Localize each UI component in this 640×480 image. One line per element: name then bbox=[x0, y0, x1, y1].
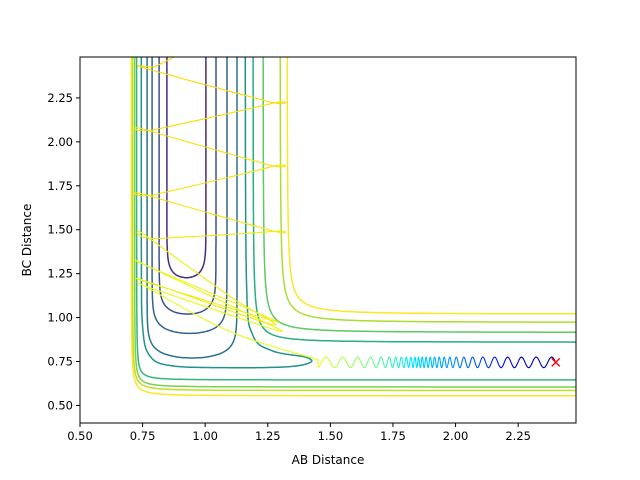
trajectory-segment bbox=[406, 356, 413, 369]
x-tick-label: 0.50 bbox=[67, 429, 93, 443]
y-tick-label: 2.25 bbox=[47, 91, 73, 105]
trajectory-segment bbox=[425, 356, 432, 369]
axes-frame bbox=[79, 56, 577, 424]
y-axis: 0.50 0.75 1.00 1.25 1.50 1.75 2.00 2.25 bbox=[47, 91, 80, 412]
trajectory-segment bbox=[521, 356, 528, 367]
trajectory-segment bbox=[411, 356, 418, 369]
trajectory-segment bbox=[325, 356, 332, 364]
trajectory-segment bbox=[421, 356, 428, 369]
trajectory-segment bbox=[512, 363, 519, 369]
trajectory-segment bbox=[402, 356, 409, 369]
trajectory-segment bbox=[133, 167, 269, 227]
x-tick-label: 1.00 bbox=[192, 429, 218, 443]
trajectory-segment bbox=[339, 356, 346, 360]
trajectory-segment bbox=[445, 356, 452, 369]
trajectory-segment bbox=[320, 356, 327, 364]
trajectory-segment bbox=[483, 357, 490, 369]
contour-line bbox=[166, 57, 207, 279]
y-tick-label: 0.50 bbox=[47, 398, 73, 412]
y-tick-label: 1.75 bbox=[47, 179, 73, 193]
trajectory-segment bbox=[134, 259, 280, 323]
contour-line bbox=[252, 57, 576, 343]
trajectory-segment bbox=[137, 57, 238, 94]
trajectory-segment bbox=[138, 282, 258, 343]
y-tick-label: 1.00 bbox=[47, 311, 73, 325]
trajectory-segment bbox=[430, 356, 437, 369]
trajectory-segment bbox=[250, 338, 322, 368]
x-tick-label: 1.25 bbox=[255, 429, 281, 443]
x-axis: 0.50 0.75 1.00 1.25 1.50 1.75 2.00 2.25 bbox=[67, 423, 531, 443]
y-tick-label: 0.75 bbox=[47, 355, 73, 369]
trajectory-segment bbox=[469, 356, 475, 366]
trajectory-segment bbox=[435, 356, 442, 369]
trajectory-segment bbox=[502, 356, 509, 366]
contour-line bbox=[131, 57, 576, 392]
trajectory-segment bbox=[397, 356, 404, 369]
contour-line bbox=[262, 57, 576, 333]
contour-line bbox=[151, 57, 228, 335]
trajectory-segment bbox=[473, 359, 480, 369]
x-tick-label: 1.75 bbox=[380, 429, 406, 443]
end-marker-x bbox=[551, 357, 561, 367]
trajectory-segment bbox=[493, 356, 499, 365]
trajectory-segment bbox=[330, 362, 337, 369]
y-tick-label: 2.00 bbox=[47, 135, 73, 149]
trajectory-segment bbox=[136, 223, 286, 240]
trajectory-segment bbox=[392, 356, 399, 368]
trajectory-segment bbox=[507, 356, 514, 367]
trajectory-segment bbox=[354, 356, 361, 362]
y-tick-label: 1.25 bbox=[47, 267, 73, 281]
trajectory-segment bbox=[488, 357, 495, 369]
x-tick-label: 1.50 bbox=[318, 429, 344, 443]
trajectory-segment bbox=[368, 356, 375, 364]
trajectory-segment bbox=[378, 356, 385, 364]
plot-area bbox=[130, 57, 576, 397]
trajectory-segment bbox=[359, 358, 365, 369]
trajectory-segment bbox=[344, 358, 351, 369]
trajectory-segment bbox=[516, 356, 523, 364]
contour-line bbox=[140, 57, 313, 369]
trajectory-segment bbox=[459, 356, 466, 369]
trajectory-segment bbox=[540, 364, 547, 369]
trajectory-segment bbox=[497, 363, 504, 369]
trajectory-segment bbox=[454, 356, 461, 369]
contour-line bbox=[135, 57, 576, 381]
trajectory-segment bbox=[416, 356, 423, 369]
trajectory-segment bbox=[526, 363, 533, 369]
trajectory-segment bbox=[440, 356, 447, 369]
trajectory-segment bbox=[382, 358, 389, 369]
x-tick-label: 0.75 bbox=[130, 429, 156, 443]
contour-line bbox=[279, 57, 576, 323]
trajectory-segment bbox=[335, 358, 341, 368]
trajectory-segment bbox=[536, 356, 542, 366]
x-axis-label: AB Distance bbox=[292, 453, 365, 467]
trajectory-segment bbox=[449, 358, 456, 369]
y-axis-label: BC Distance bbox=[20, 204, 34, 277]
trajectory-segment bbox=[136, 231, 277, 326]
trajectory-segment bbox=[478, 356, 485, 366]
contour-line bbox=[130, 57, 576, 397]
contour-line bbox=[286, 57, 576, 315]
trajectory-segment bbox=[363, 358, 370, 369]
trajectory-segment bbox=[136, 90, 286, 132]
x-tick-label: 2.25 bbox=[505, 429, 531, 443]
trajectory-segment bbox=[464, 358, 471, 369]
trajectory-segment bbox=[135, 277, 272, 321]
trajectory-segment bbox=[531, 356, 538, 365]
y-tick-label: 1.50 bbox=[47, 223, 73, 237]
trajectory-segment bbox=[133, 127, 286, 170]
contour-line bbox=[133, 57, 576, 388]
x-tick-label: 2.00 bbox=[443, 429, 469, 443]
contour-line bbox=[146, 57, 238, 359]
trajectory-segment bbox=[349, 360, 356, 369]
trajectory-segment bbox=[387, 356, 394, 369]
trajectory-segment bbox=[545, 356, 552, 366]
trajectory-segment bbox=[373, 362, 380, 369]
